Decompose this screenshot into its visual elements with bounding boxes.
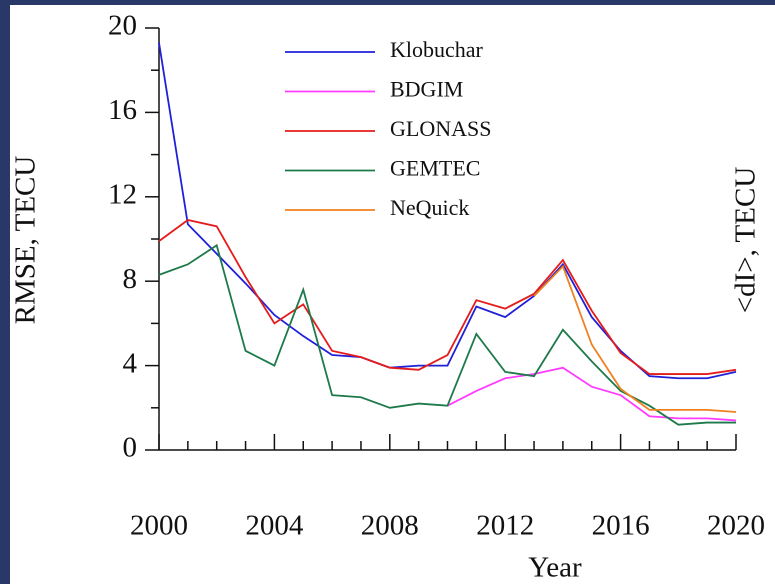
x-tick-label: 2000 <box>130 510 188 542</box>
legend-label: GEMTEC <box>390 156 480 181</box>
plot-background <box>10 5 775 584</box>
y-tick-label: 8 <box>123 263 138 295</box>
y2-axis-title: <dI>, TECU <box>730 167 762 314</box>
legend-label: BDGIM <box>390 77 463 102</box>
legend-label: GLONASS <box>390 116 491 141</box>
legend-label: NeQuick <box>390 195 469 220</box>
x-tick-label: 2004 <box>245 510 304 542</box>
x-tick-label: 2020 <box>707 510 765 542</box>
y-tick-label: 0 <box>123 432 138 464</box>
y-tick-label: 4 <box>123 347 138 379</box>
legend-label: Klobuchar <box>390 37 484 62</box>
x-axis-title: Year <box>528 552 582 584</box>
series-line <box>158 219 737 375</box>
x-tick-label: 2008 <box>361 510 419 542</box>
series-line <box>158 243 736 426</box>
series-line <box>533 264 737 413</box>
y-tick-label: 20 <box>108 10 137 42</box>
x-tick-label: 2012 <box>476 510 534 542</box>
y-axis-title: RMSE, TECU <box>10 156 42 325</box>
y-tick-label: 16 <box>108 94 137 126</box>
series-line <box>447 366 737 422</box>
y-tick-label: 12 <box>108 178 137 210</box>
x-tick-label: 2016 <box>592 510 650 542</box>
